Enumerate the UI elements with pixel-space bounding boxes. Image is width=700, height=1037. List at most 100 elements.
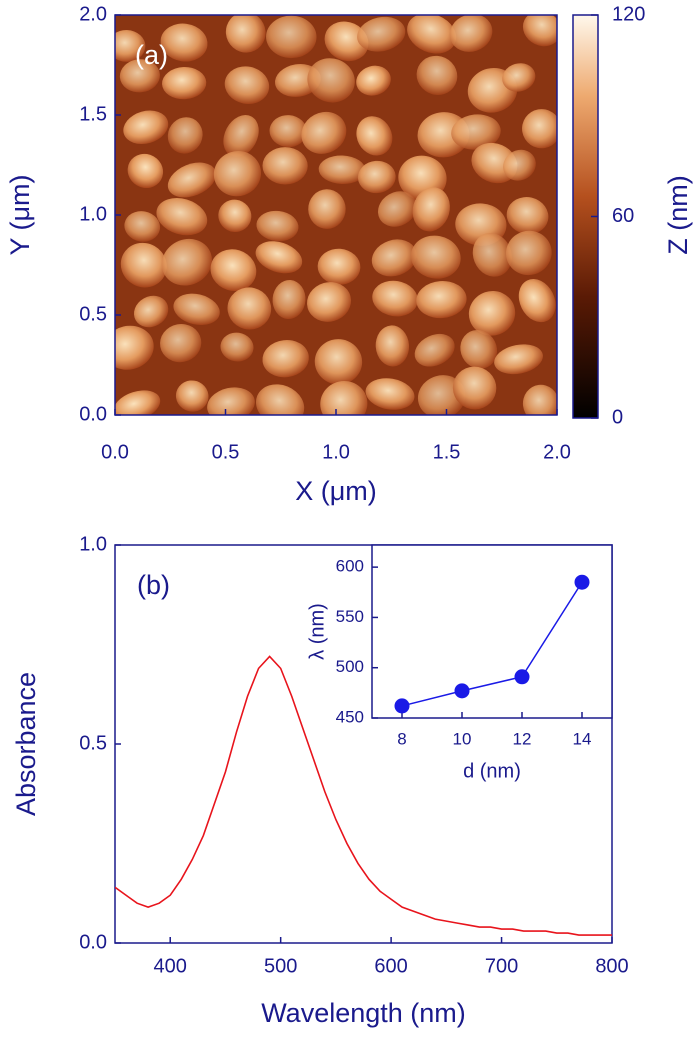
colorbar-tick-label: 0 (612, 406, 623, 428)
y-tick-label: 550 (336, 607, 364, 626)
grain (156, 198, 208, 236)
grain (119, 59, 160, 93)
inset-bg (372, 545, 612, 718)
grain (506, 197, 549, 235)
grain (518, 279, 556, 323)
grain (468, 291, 516, 336)
y-tick-label: 500 (336, 657, 364, 676)
grain (307, 58, 355, 103)
grain (410, 235, 461, 279)
grain (225, 15, 266, 53)
grain (173, 293, 220, 326)
x-tick-label: 8 (397, 729, 406, 748)
grain (207, 387, 255, 415)
y-tick-label: 1.5 (79, 103, 107, 125)
grain (167, 117, 203, 154)
y-tick-label: 0.5 (79, 303, 107, 325)
grain (210, 249, 257, 292)
grain (255, 384, 305, 415)
y-tick-label: 1.0 (79, 203, 107, 225)
grain (318, 155, 366, 185)
grain (357, 160, 396, 194)
x-tick-label: 800 (595, 955, 628, 977)
x-tick-label: 0.5 (212, 441, 240, 463)
inset-point (454, 683, 470, 699)
afm-image (115, 15, 557, 415)
y-tick-label: 450 (336, 707, 364, 726)
x-tick-label: 0.0 (101, 441, 129, 463)
grain (472, 232, 512, 277)
y-tick-label: 1.0 (79, 533, 107, 555)
colorbar-tick-label: 120 (612, 3, 645, 25)
grain (494, 344, 543, 375)
x-tick-label: 1.5 (433, 441, 461, 463)
grain (115, 325, 154, 370)
grain (213, 151, 262, 197)
x-tick-label: 14 (573, 729, 592, 748)
inset-point (574, 574, 590, 590)
grain (372, 280, 418, 317)
grain (460, 329, 498, 369)
grain (133, 295, 169, 328)
y-axis-label: Absorbance (11, 672, 41, 816)
grain (357, 16, 406, 52)
grain (503, 149, 536, 181)
grain (262, 147, 308, 185)
x-axis-label: Wavelength (nm) (261, 998, 466, 1028)
grain (371, 239, 417, 277)
grain (522, 15, 557, 47)
grain (124, 211, 161, 242)
grain (160, 23, 208, 62)
grain (308, 189, 346, 229)
grain (375, 325, 410, 367)
grain (306, 282, 352, 322)
inset-point (514, 669, 530, 685)
grain (272, 280, 306, 320)
grain (317, 248, 361, 285)
grain (162, 67, 207, 100)
y-tick-label: 0.0 (79, 403, 107, 425)
plot-frame (371, 544, 613, 719)
grain (407, 15, 457, 54)
grain (416, 55, 458, 95)
x-axis-label: d (nm) (463, 760, 521, 782)
grain (449, 15, 493, 52)
grain (320, 380, 368, 415)
grain (256, 210, 299, 242)
grain (167, 162, 217, 198)
x-tick-label: 700 (485, 955, 518, 977)
grain (266, 15, 317, 59)
x-tick-label: 1.0 (322, 441, 350, 463)
grain (416, 281, 467, 319)
grain (451, 114, 501, 150)
grain (377, 191, 417, 227)
x-tick-label: 500 (264, 955, 297, 977)
grain (365, 378, 415, 410)
grain (414, 333, 455, 367)
grain (115, 390, 161, 415)
grain (314, 339, 363, 385)
grain (269, 115, 307, 148)
grain (227, 287, 272, 330)
inset-line (401, 581, 583, 707)
x-tick-label: 2.0 (543, 441, 571, 463)
colorbar-tick-label: 60 (612, 205, 634, 227)
colorbar-label: Z (nm) (663, 175, 693, 254)
y-tick-label: 600 (336, 557, 364, 576)
x-tick-label: 400 (154, 955, 187, 977)
grain (127, 153, 164, 189)
grain (412, 187, 450, 232)
grain (161, 238, 212, 286)
grain (115, 30, 146, 62)
grain (505, 230, 552, 276)
grain (522, 109, 557, 149)
y-axis-label: λ (nm) (306, 603, 328, 660)
inset-point (394, 698, 410, 714)
grain (262, 339, 309, 378)
grain (301, 111, 347, 154)
y-axis-label: Y (μm) (5, 174, 35, 255)
grain (356, 65, 391, 96)
grain (356, 116, 393, 156)
y-tick-label: 0.0 (79, 931, 107, 953)
